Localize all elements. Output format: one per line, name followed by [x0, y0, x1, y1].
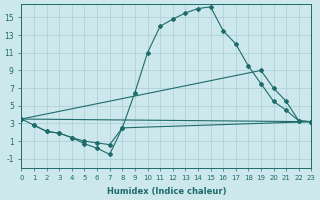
X-axis label: Humidex (Indice chaleur): Humidex (Indice chaleur): [107, 187, 226, 196]
